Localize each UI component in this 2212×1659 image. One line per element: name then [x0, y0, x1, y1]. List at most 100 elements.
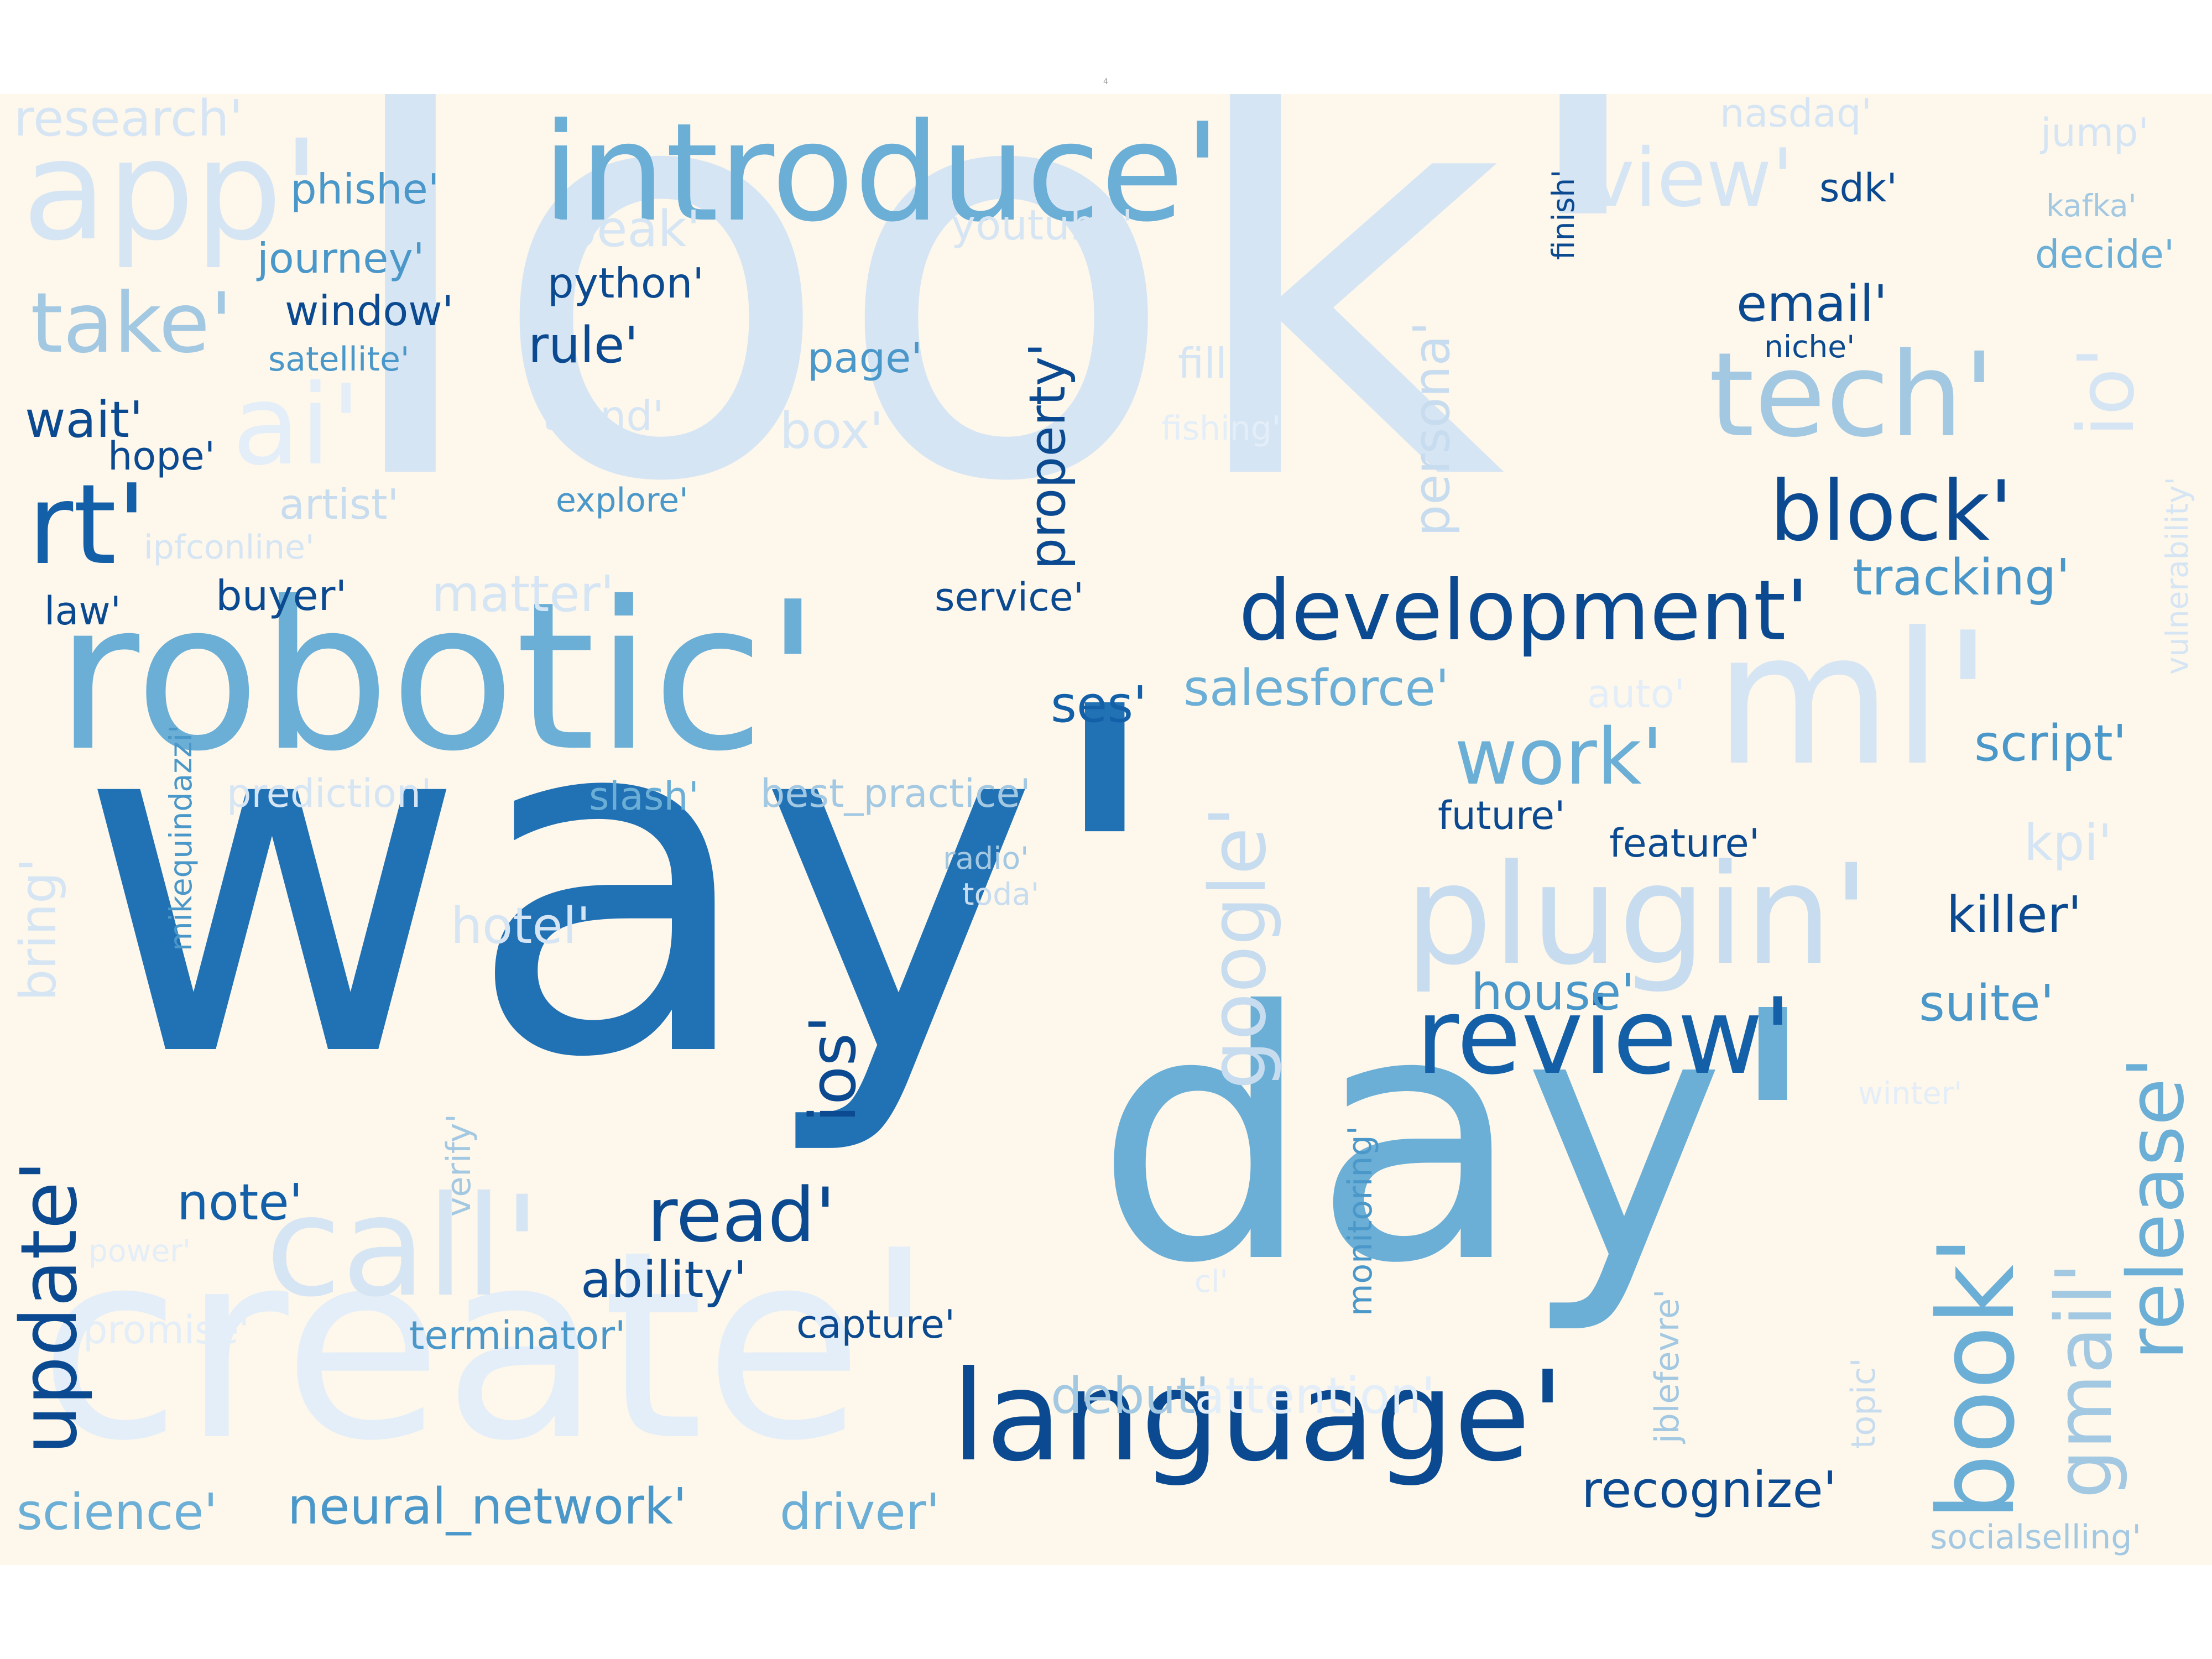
word-development: development' — [1239, 563, 1809, 659]
word-capture: capture' — [796, 1302, 956, 1347]
word-explore: explore' — [556, 481, 688, 520]
word-robotic: robotic' — [55, 559, 821, 796]
word-review: review' — [1416, 975, 1792, 1098]
word-fill: fill' — [1178, 339, 1239, 388]
word-book: book' — [1916, 1235, 2038, 1521]
word-promise: promise' — [83, 1307, 249, 1353]
word-prediction: prediction' — [227, 771, 432, 816]
word-take: take' — [30, 275, 233, 372]
word-driver: driver' — [780, 1483, 940, 1541]
word-power: power' — [88, 1233, 191, 1269]
word-mikequindazzi: mikequindazzi' — [163, 724, 199, 951]
word-finish: finish' — [1546, 169, 1581, 260]
word-speak: speak' — [539, 200, 701, 258]
word-winter: winter' — [1858, 1076, 1963, 1111]
top-marker: 4 — [1103, 77, 1108, 86]
word-hope: hope' — [108, 434, 215, 479]
word-read: read' — [647, 1172, 836, 1259]
word-plugin: plugin' — [1405, 834, 1870, 995]
word-property: property' — [1019, 342, 1077, 570]
word-way: way' — [77, 608, 1170, 1161]
word-verify: verify' — [440, 1114, 478, 1217]
word-future: future' — [1438, 793, 1566, 838]
word-update: update' — [4, 1160, 95, 1454]
word-jump: jump' — [2041, 110, 2149, 155]
word-python: python' — [547, 259, 704, 307]
word-suite: suite' — [1919, 974, 2054, 1032]
word-tracking: tracking' — [1853, 549, 2070, 607]
word-science: science' — [17, 1483, 218, 1541]
word-fishing: fishing' — [1161, 409, 1281, 448]
word-work: work' — [1454, 712, 1663, 802]
word-call: call' — [265, 1166, 541, 1327]
word-cl: cl' — [1194, 1264, 1228, 1299]
word-toda: toda' — [962, 877, 1039, 912]
word-service: service' — [935, 575, 1084, 620]
word-app: app' — [22, 110, 321, 271]
word-journey: journey' — [257, 234, 425, 283]
word-view: view' — [1587, 132, 1794, 225]
word-feature: feature' — [1609, 821, 1760, 866]
word-sdk: sdk' — [1819, 165, 1897, 211]
word-cloud: look' create' ml' call' plugin' app' ai'… — [0, 94, 2212, 1565]
word-hotel: hotel' — [451, 897, 591, 955]
word-window: window' — [285, 286, 454, 335]
word-phishe: phishe' — [290, 165, 440, 213]
word-persona: persona' — [1403, 321, 1461, 536]
word-artist: artist' — [279, 480, 399, 529]
word-rule: rule' — [528, 316, 639, 374]
word-youtube: youtube' — [951, 201, 1134, 249]
word-trend: trend' — [542, 392, 664, 440]
word-introduce: introduce' — [542, 94, 1222, 252]
word-ability: ability' — [581, 1251, 747, 1309]
word-niche: niche' — [1764, 329, 1855, 364]
word-best-practice: best_practice' — [760, 771, 1031, 816]
word-matter: matter' — [431, 565, 614, 623]
word-ses: ses' — [1051, 676, 1147, 734]
word-kpi: kpi' — [2024, 814, 2112, 872]
word-radio: radio' — [943, 841, 1029, 876]
word-attention: attention' — [1194, 1367, 1436, 1425]
word-ai: ai' — [232, 361, 362, 490]
word-block: block' — [1770, 463, 2013, 560]
word-ipfconline: ipfconline' — [144, 528, 315, 567]
word-io: io' — [2062, 346, 2152, 437]
word-script: script' — [1974, 714, 2127, 773]
word-release: release' — [2111, 1057, 2201, 1360]
word-language: language' — [951, 1344, 1565, 1489]
word-jblefevre: jblefevre' — [1648, 1289, 1687, 1443]
word-bring: bring' — [9, 858, 67, 1001]
word-salesforce: salesforce' — [1183, 659, 1449, 717]
word-ml: ml' — [1714, 593, 1993, 806]
word-note: note' — [177, 1173, 303, 1232]
word-debut: debut' — [1051, 1367, 1209, 1425]
word-monitoring: monitoring' — [1341, 1125, 1380, 1316]
word-law: law' — [44, 588, 121, 634]
word-auto: auto' — [1587, 671, 1685, 717]
word-house: house' — [1471, 963, 1635, 1021]
word-box: box' — [780, 402, 884, 460]
word-look: look' — [332, 94, 1661, 605]
word-create: create' — [39, 1195, 936, 1498]
word-wait: wait' — [25, 391, 143, 449]
word-neural-network: neural_network' — [288, 1478, 687, 1536]
word-email: email' — [1736, 275, 1887, 333]
word-rt: rt' — [28, 461, 147, 589]
word-ios: ios' — [796, 1015, 870, 1123]
word-terminator: terminator' — [409, 1313, 626, 1358]
word-day: day' — [1095, 940, 1820, 1338]
word-nasdaq: nasdaq' — [1720, 94, 1872, 136]
word-tech: tech' — [1709, 327, 1995, 463]
word-buyer: buyer' — [216, 571, 347, 620]
word-research: research' — [14, 94, 243, 148]
word-google: google' — [1193, 806, 1284, 1089]
word-slash: slash' — [589, 774, 699, 819]
word-kafka: kafka' — [2046, 188, 2137, 223]
word-recognize: recognize' — [1582, 1461, 1837, 1519]
word-gmail: gmail' — [2039, 1262, 2130, 1499]
word-page: page' — [807, 333, 922, 382]
word-decide: decide' — [2035, 232, 2175, 277]
word-socialselling: socialselling' — [1930, 1518, 2141, 1557]
word-vulnerability: vulnerability' — [2159, 477, 2195, 675]
word-topic: topic' — [1844, 1358, 1883, 1449]
